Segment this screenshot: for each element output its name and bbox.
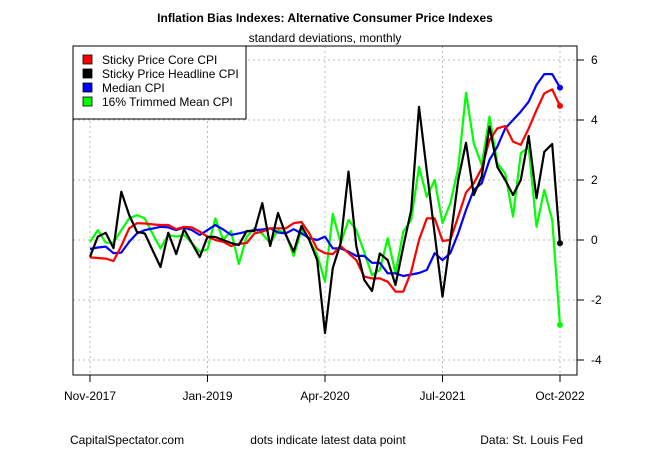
y-tick-label: 2 [591,173,598,187]
legend-label: Sticky Price Core CPI [102,53,217,67]
legend-label: 16% Trimmed Mean CPI [102,95,233,109]
legend-swatch [82,96,93,107]
footer-note: dots indicate latest data point [250,433,406,447]
latest-point-sticky-price-headline-cpi [557,240,563,247]
x-axis: Nov-2017 Jan-2019 Apr-2020 Jul-2021 Oct-2022 [64,375,585,403]
series-lines [88,72,563,335]
latest-point-median-cpi [557,84,563,91]
y-tick-label: 0 [591,233,598,247]
x-tick-label: Nov-2017 [64,389,116,403]
latest-point-sticky-price-core-cpi [557,102,563,109]
y-axis: 6 4 2 0 -2 -4 [577,53,602,367]
y-tick-label: -2 [591,293,602,307]
series-line-median-cpi [89,72,561,278]
series-line-sticky-price-headline-cpi [88,105,562,335]
y-tick-label: 4 [591,113,598,127]
x-tick-label: Oct-2022 [535,389,585,403]
legend-label: Sticky Price Headline CPI [102,67,239,81]
x-tick-label: Apr-2020 [300,389,350,403]
footer-source-site: CapitalSpectator.com [70,433,184,447]
series-line-sticky-price-core-cpi [89,88,561,293]
chart-subtitle: standard deviations, monthly [249,31,402,45]
x-tick-label: Jan-2019 [182,389,232,403]
legend-swatch [82,68,93,79]
legend-swatch [82,82,93,93]
y-tick-label: 6 [591,53,598,67]
x-tick-label: Jul-2021 [419,389,465,403]
latest-point-16-trimmed-mean-cpi [557,321,563,328]
chart-title: Inflation Bias Indexes: Alternative Cons… [157,11,493,25]
y-tick-label: -4 [591,353,602,367]
grid [73,46,577,375]
legend-swatch [82,54,93,65]
legend-box [72,45,247,120]
footer-data-source: Data: St. Louis Fed [480,433,583,447]
legend-label: Median CPI [102,81,165,95]
